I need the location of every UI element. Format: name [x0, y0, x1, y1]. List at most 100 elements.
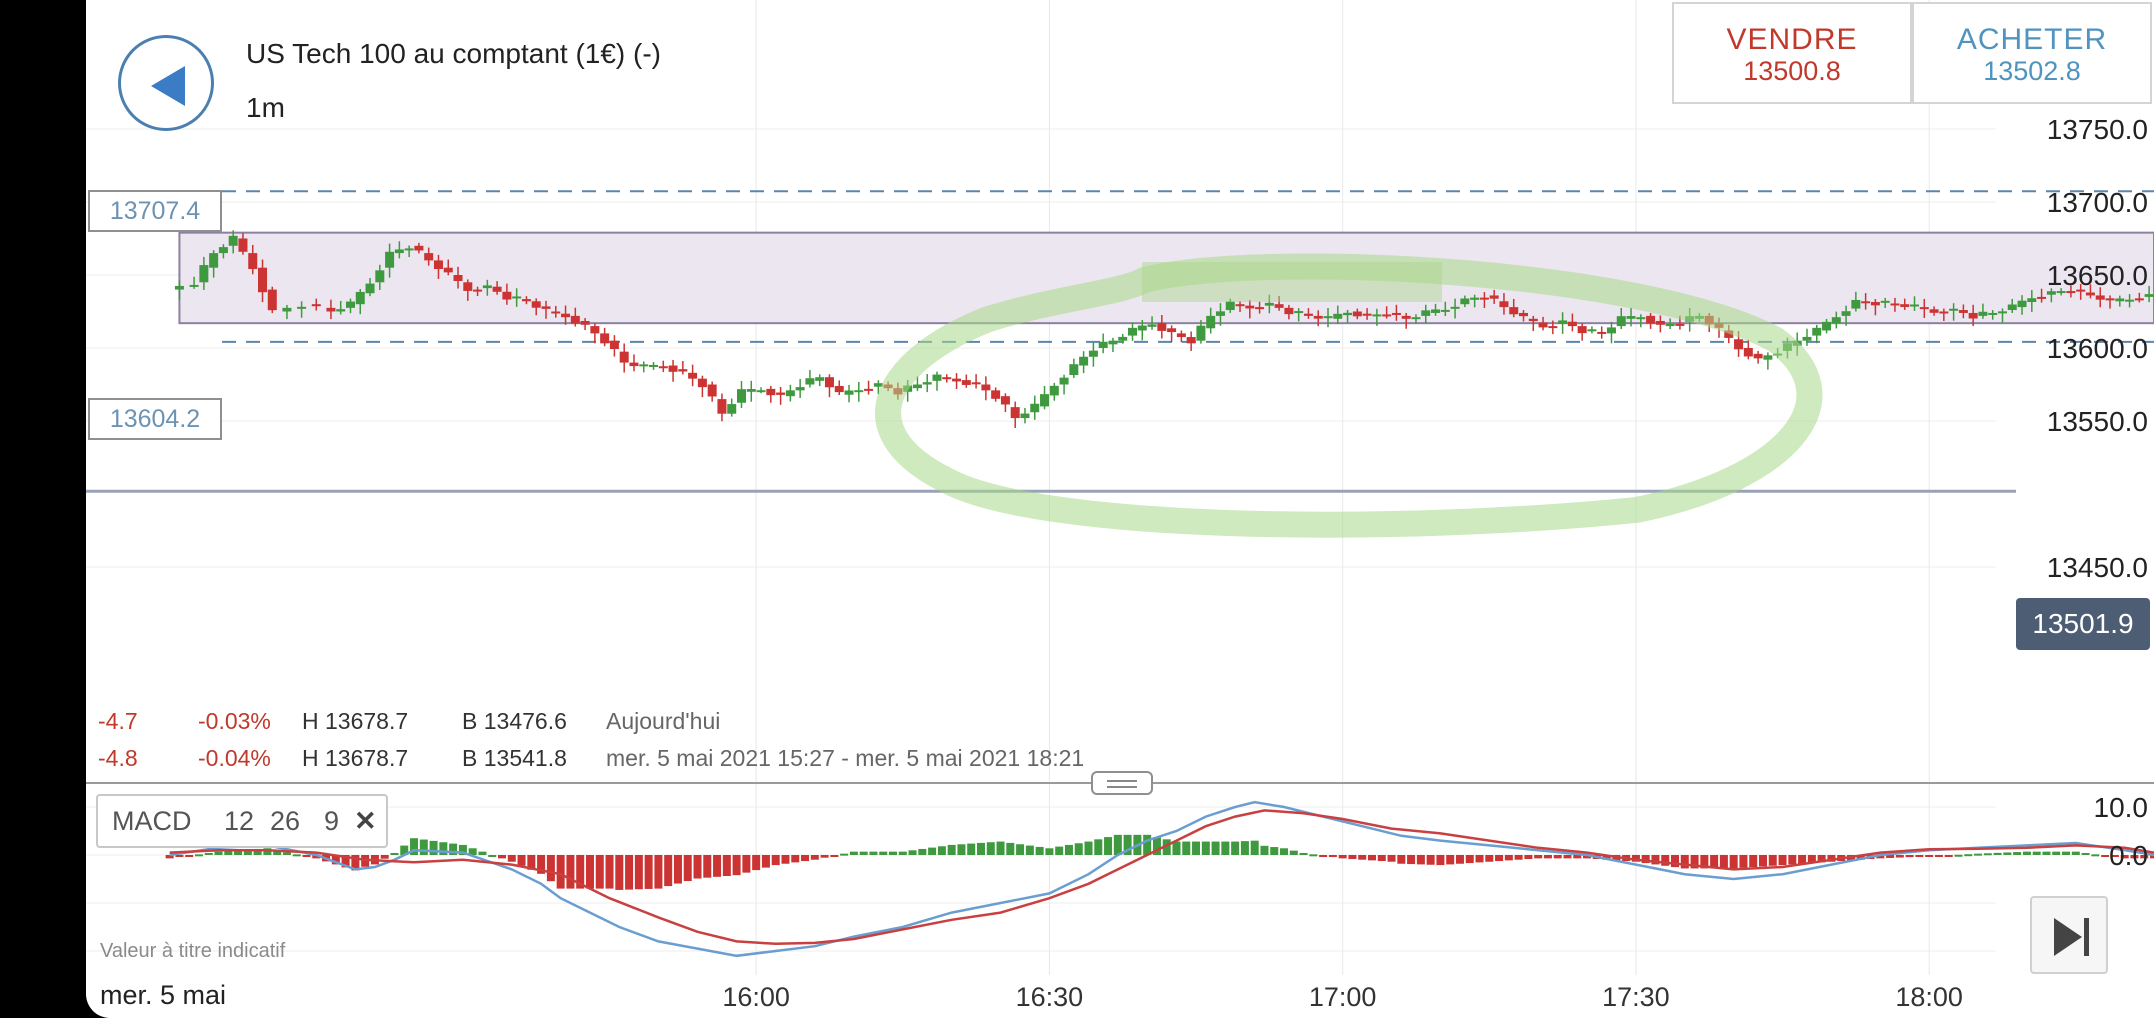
- candle: [1597, 331, 1607, 334]
- buy-button[interactable]: ACHETER 13502.8: [1912, 2, 2152, 104]
- upper-line-label[interactable]: 13707.4: [88, 190, 222, 232]
- macd-histogram-bar: [1827, 855, 1836, 862]
- macd-histogram-bar: [1856, 855, 1865, 860]
- candle: [404, 248, 414, 251]
- macd-histogram-bar: [1563, 855, 1572, 859]
- macd-histogram-bar: [1113, 834, 1122, 855]
- chart-area[interactable]: 13750.0 13700.0 13650.0 13600.0 13550.0 13450…: [86, 0, 2154, 1018]
- macd-histogram-bar: [419, 839, 428, 855]
- stat-period: mer. 5 mai 2021 15:27 - mer. 5 mai 2021 …: [606, 745, 1085, 771]
- candle: [238, 238, 248, 252]
- candle: [1910, 304, 1920, 307]
- macd-histogram-bar: [234, 850, 243, 855]
- candle: [1567, 321, 1577, 327]
- macd-histogram-bar: [732, 855, 741, 876]
- macd-histogram-bar: [1729, 855, 1738, 869]
- macd-histogram-bar: [1475, 855, 1484, 863]
- macd-histogram-bar: [1524, 855, 1533, 860]
- candle: [1968, 312, 1978, 319]
- macd-histogram-bar: [1201, 841, 1210, 855]
- macd-histogram-bar: [331, 855, 340, 865]
- macd-histogram-bar: [1309, 854, 1318, 857]
- macd-histogram-bar: [986, 842, 995, 855]
- macd-histogram-bar: [1358, 855, 1367, 860]
- pane-divider-handle[interactable]: [1091, 771, 1153, 795]
- x-tick-label: 18:00: [1895, 982, 1963, 1012]
- candle: [2125, 299, 2135, 302]
- macd-histogram-bar: [439, 842, 448, 855]
- macd-histogram-bar: [976, 842, 985, 855]
- candle: [1548, 326, 1558, 329]
- candle: [1734, 339, 1744, 350]
- candle: [580, 320, 590, 325]
- candle: [365, 283, 375, 294]
- stat-period: Aujourd'hui: [606, 708, 721, 734]
- macd-histogram-bar: [1905, 855, 1914, 858]
- macd-histogram-bar: [1534, 855, 1543, 859]
- sell-price: 13500.8: [1743, 56, 1841, 86]
- candle: [2007, 304, 2017, 311]
- macd-histogram-bar: [1338, 855, 1347, 859]
- current-price-tag: 13501.9: [2016, 598, 2150, 650]
- candle: [1851, 299, 1861, 309]
- candle: [531, 301, 541, 308]
- candle: [1606, 327, 1616, 334]
- candle: [502, 291, 512, 300]
- macd-histogram-bar: [1758, 855, 1767, 867]
- candle: [2134, 298, 2144, 301]
- candle: [1382, 314, 1392, 317]
- candle: [1753, 353, 1763, 359]
- macd-histogram-bar: [527, 855, 536, 870]
- candle: [2037, 296, 2047, 299]
- candle: [1675, 323, 1685, 326]
- candle: [385, 251, 395, 268]
- macd-histogram-bar: [1641, 855, 1650, 864]
- macd-histogram-bar: [380, 855, 389, 859]
- sell-button[interactable]: VENDRE 13500.8: [1672, 2, 1912, 104]
- candle: [541, 306, 551, 309]
- candle: [345, 301, 355, 308]
- x-tick-label: 17:30: [1602, 982, 1670, 1012]
- candle: [1079, 356, 1089, 366]
- macd-histogram-bar: [1240, 841, 1249, 855]
- candle: [1303, 313, 1313, 316]
- skip-to-end-button[interactable]: [2030, 896, 2108, 974]
- skip-to-end-icon: [2054, 918, 2089, 956]
- chart-screen: 13750.0 13700.0 13650.0 13600.0 13550.0 13450…: [86, 0, 2154, 1018]
- macd-histogram-bar: [1270, 847, 1279, 855]
- candle: [570, 315, 580, 324]
- candle: [482, 285, 492, 289]
- candle: [375, 270, 385, 283]
- timeframe-label[interactable]: 1m: [246, 92, 285, 123]
- macd-histogram-bar: [1651, 855, 1660, 865]
- drag-handle-icon: [1107, 780, 1137, 782]
- macd-indicator-chip[interactable]: MACD 12 26 9 ✕: [96, 794, 388, 848]
- lower-line-label[interactable]: 13604.2: [88, 398, 222, 440]
- macd-histogram-bar: [713, 855, 722, 877]
- macd-histogram-bar: [546, 855, 555, 882]
- candle: [1978, 311, 1988, 316]
- indicative-note: Valeur à titre indicatif: [100, 940, 286, 962]
- candle: [1988, 312, 1998, 315]
- candle: [1274, 304, 1284, 308]
- macd-histogram-bar: [810, 855, 819, 860]
- macd-histogram-bar: [683, 855, 692, 882]
- macd-histogram-bar: [449, 843, 458, 855]
- macd-histogram-bar: [1661, 855, 1670, 866]
- candle: [1049, 385, 1059, 396]
- candle: [1802, 336, 1812, 341]
- macd-histogram-bar: [595, 855, 604, 889]
- macd-name: MACD: [112, 806, 192, 836]
- candle: [2095, 295, 2105, 300]
- macd-histogram-bar: [1084, 841, 1093, 855]
- candle: [433, 260, 443, 270]
- macd-histogram-bar: [282, 852, 291, 855]
- close-icon[interactable]: ✕: [354, 806, 377, 836]
- candle: [394, 249, 404, 254]
- sell-label: VENDRE: [1726, 23, 1858, 56]
- back-button[interactable]: [118, 35, 214, 131]
- macd-histogram-bar: [1094, 839, 1103, 855]
- macd-histogram-bar: [2032, 851, 2041, 855]
- macd-histogram-bar: [1680, 855, 1689, 869]
- candle: [1294, 311, 1304, 314]
